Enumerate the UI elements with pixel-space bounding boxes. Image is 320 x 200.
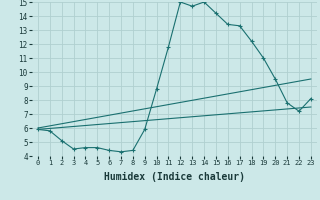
X-axis label: Humidex (Indice chaleur): Humidex (Indice chaleur) [104,172,245,182]
